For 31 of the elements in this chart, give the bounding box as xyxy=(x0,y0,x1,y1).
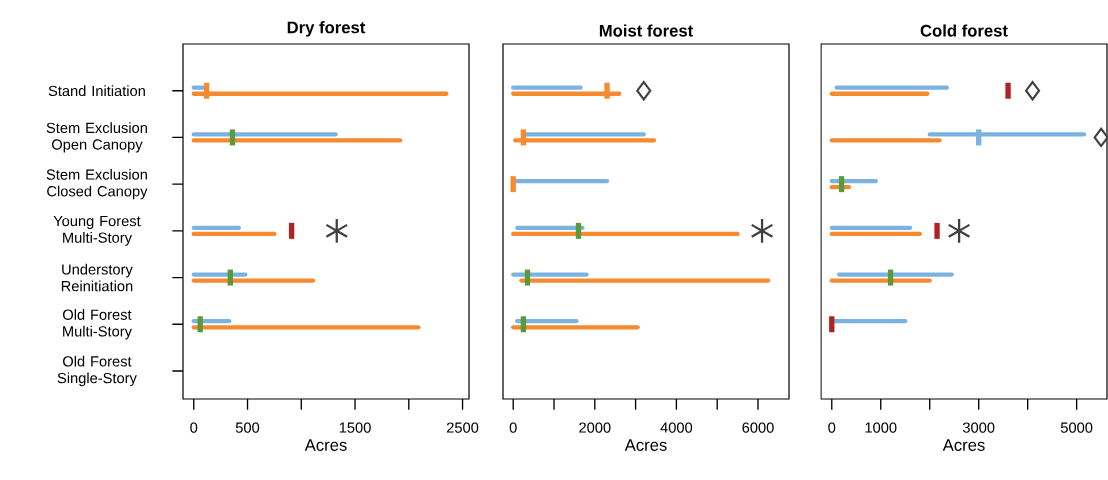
x-tick-label: 1000 xyxy=(865,422,897,433)
x-tick-label: 500 xyxy=(235,422,260,433)
y-tick-label: Old Forest Single-Story xyxy=(57,355,137,387)
chart-title: Cold forest xyxy=(920,24,1008,37)
x-axis-title: Acres xyxy=(942,439,985,451)
x-tick-label: 5000 xyxy=(1060,422,1093,433)
point xyxy=(1024,80,1041,101)
x-tick-label: 0 xyxy=(190,422,198,433)
y-tick-label: Understory Reinitiation xyxy=(61,263,133,292)
x-tick-label: 3000 xyxy=(962,422,995,433)
point xyxy=(325,218,348,243)
point xyxy=(1093,127,1108,148)
point xyxy=(948,218,971,243)
x-tick-label: 6000 xyxy=(742,422,774,433)
point xyxy=(751,218,773,243)
y-tick-label: Stem Exclusion Closed Canopy xyxy=(46,168,148,200)
y-tick-label: Stem Exclusion Open Canopy xyxy=(46,122,147,153)
point xyxy=(636,80,652,101)
x-tick-label: 1500 xyxy=(339,422,371,433)
x-tick-label: 2000 xyxy=(579,422,611,433)
y-tick-label: Old Forest Multi-Story xyxy=(63,309,132,340)
chart-title: Moist forest xyxy=(599,24,694,37)
x-tick-label: 0 xyxy=(509,422,517,433)
x-tick-label: 2500 xyxy=(446,422,479,433)
x-tick-label: 4000 xyxy=(660,422,693,433)
y-tick-label: Stand Initiation xyxy=(48,85,145,97)
x-tick-label: 0 xyxy=(828,422,836,433)
x-axis-title: Acres xyxy=(304,439,347,451)
chart-title: Dry forest xyxy=(287,21,366,37)
y-tick-label: Young Forest Multi-Story xyxy=(53,215,141,246)
x-axis-title: Acres xyxy=(624,439,667,451)
